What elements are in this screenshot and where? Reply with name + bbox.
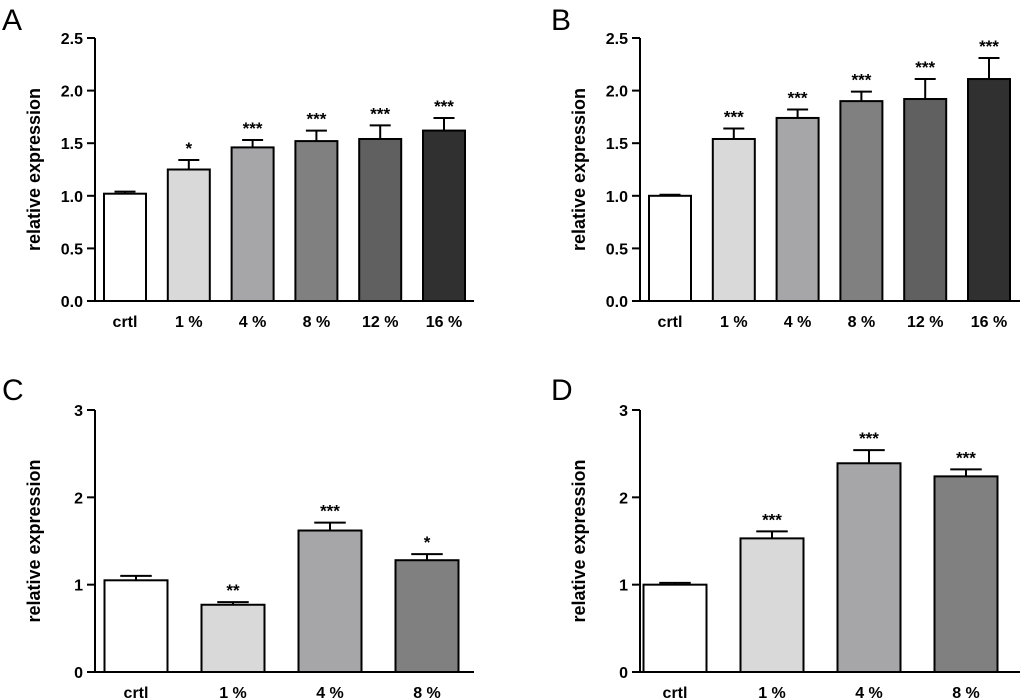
y-tick-label: 2 bbox=[619, 490, 628, 507]
x-tick-label: crtl bbox=[663, 685, 688, 700]
significance-label: *** bbox=[851, 71, 871, 90]
bar bbox=[648, 194, 692, 302]
significance-label: *** bbox=[859, 429, 879, 448]
bar bbox=[775, 116, 820, 303]
y-tick-label: 1.5 bbox=[606, 136, 628, 153]
bar bbox=[933, 475, 999, 673]
x-tick-label: crtl bbox=[124, 685, 149, 700]
significance-label: *** bbox=[724, 107, 744, 126]
chart-panel-c: C 0 1 2 3 relative expression crtl ** 1 % *** 4 % *… bbox=[2, 374, 474, 700]
x-tick-label: crtl bbox=[113, 314, 138, 331]
bar bbox=[297, 529, 363, 674]
y-tick-label: 1 bbox=[74, 578, 83, 595]
bar bbox=[166, 168, 211, 302]
significance-label: *** bbox=[320, 502, 340, 521]
y-tick-label: 2 bbox=[74, 490, 83, 507]
bar bbox=[200, 603, 266, 674]
bar bbox=[839, 100, 884, 303]
x-tick-label: 4 % bbox=[316, 685, 344, 700]
bar bbox=[739, 537, 805, 673]
bar bbox=[358, 137, 403, 302]
panel-letter-c: C bbox=[2, 374, 24, 407]
bar bbox=[103, 579, 169, 673]
significance-label: *** bbox=[915, 58, 935, 77]
significance-label: *** bbox=[434, 97, 454, 116]
significance-label: * bbox=[185, 139, 192, 158]
x-tick-label: 4 % bbox=[855, 685, 883, 700]
y-axis-title: relative expression bbox=[569, 459, 589, 622]
y-axis-title: relative expression bbox=[569, 88, 589, 251]
x-tick-label: 1 % bbox=[219, 685, 247, 700]
y-tick-label: 0 bbox=[74, 665, 83, 682]
significance-label: *** bbox=[243, 119, 263, 138]
x-tick-label: 1 % bbox=[175, 314, 203, 331]
x-tick-label: 4 % bbox=[784, 314, 812, 331]
y-tick-label: 1 bbox=[619, 578, 628, 595]
y-tick-label: 1.0 bbox=[61, 189, 83, 206]
y-tick-label: 1.5 bbox=[61, 136, 83, 153]
x-tick-label: 1 % bbox=[720, 314, 748, 331]
y-tick-label: 2.0 bbox=[606, 84, 628, 101]
x-tick-label: 8 % bbox=[952, 685, 980, 700]
x-tick-label: 1 % bbox=[758, 685, 786, 700]
y-tick-label: 2.5 bbox=[606, 31, 628, 48]
x-tick-label: 8 % bbox=[303, 314, 331, 331]
x-tick-label: 12 % bbox=[907, 314, 943, 331]
y-tick-label: 0.0 bbox=[606, 294, 628, 311]
bar bbox=[103, 192, 147, 302]
bar bbox=[422, 129, 466, 302]
bar bbox=[294, 140, 339, 302]
x-tick-label: 16 % bbox=[971, 314, 1007, 331]
y-axis-title: relative expression bbox=[24, 88, 44, 251]
bar bbox=[394, 559, 460, 673]
x-tick-label: 8 % bbox=[413, 685, 441, 700]
y-axis-title: relative expression bbox=[24, 459, 44, 622]
bar bbox=[903, 98, 948, 302]
panel-letter-a: A bbox=[2, 4, 22, 37]
y-tick-label: 3 bbox=[74, 403, 83, 420]
bar bbox=[230, 146, 275, 302]
x-tick-label: 16 % bbox=[426, 314, 462, 331]
significance-label: *** bbox=[788, 89, 808, 108]
x-tick-label: 12 % bbox=[362, 314, 398, 331]
bar bbox=[967, 78, 1011, 302]
bar bbox=[836, 462, 902, 674]
y-tick-label: 0.5 bbox=[61, 241, 83, 258]
significance-label: *** bbox=[370, 104, 390, 123]
significance-label: *** bbox=[979, 37, 999, 56]
panel-letter-d: D bbox=[551, 374, 573, 407]
x-tick-label: crtl bbox=[658, 314, 683, 331]
panel-letter-b: B bbox=[551, 4, 571, 37]
significance-label: ** bbox=[226, 581, 240, 600]
y-tick-label: 3 bbox=[619, 403, 628, 420]
y-tick-label: 2.5 bbox=[61, 31, 83, 48]
significance-label: *** bbox=[956, 448, 976, 467]
bar bbox=[711, 137, 756, 302]
bar bbox=[642, 583, 708, 674]
y-tick-label: 1.0 bbox=[606, 189, 628, 206]
chart-panel-b: B 0.0 0.5 1.0 1.5 2.0 2.5 relative expression cr… bbox=[551, 4, 1020, 331]
y-tick-label: 0.5 bbox=[606, 241, 628, 258]
x-tick-label: 8 % bbox=[848, 314, 876, 331]
significance-label: *** bbox=[762, 510, 782, 529]
y-tick-label: 2.0 bbox=[61, 84, 83, 101]
significance-label: * bbox=[424, 533, 431, 552]
y-tick-label: 0 bbox=[619, 665, 628, 682]
significance-label: *** bbox=[306, 110, 326, 129]
y-tick-label: 0.0 bbox=[61, 294, 83, 311]
chart-panel-d: D 0 1 2 3 relative expression crtl *** 1 % *** 4 %… bbox=[551, 374, 1020, 700]
chart-panel-a: A 0.0 0.5 1.0 1.5 2.0 2.5 relative expression cr… bbox=[2, 4, 474, 331]
x-tick-label: 4 % bbox=[239, 314, 267, 331]
